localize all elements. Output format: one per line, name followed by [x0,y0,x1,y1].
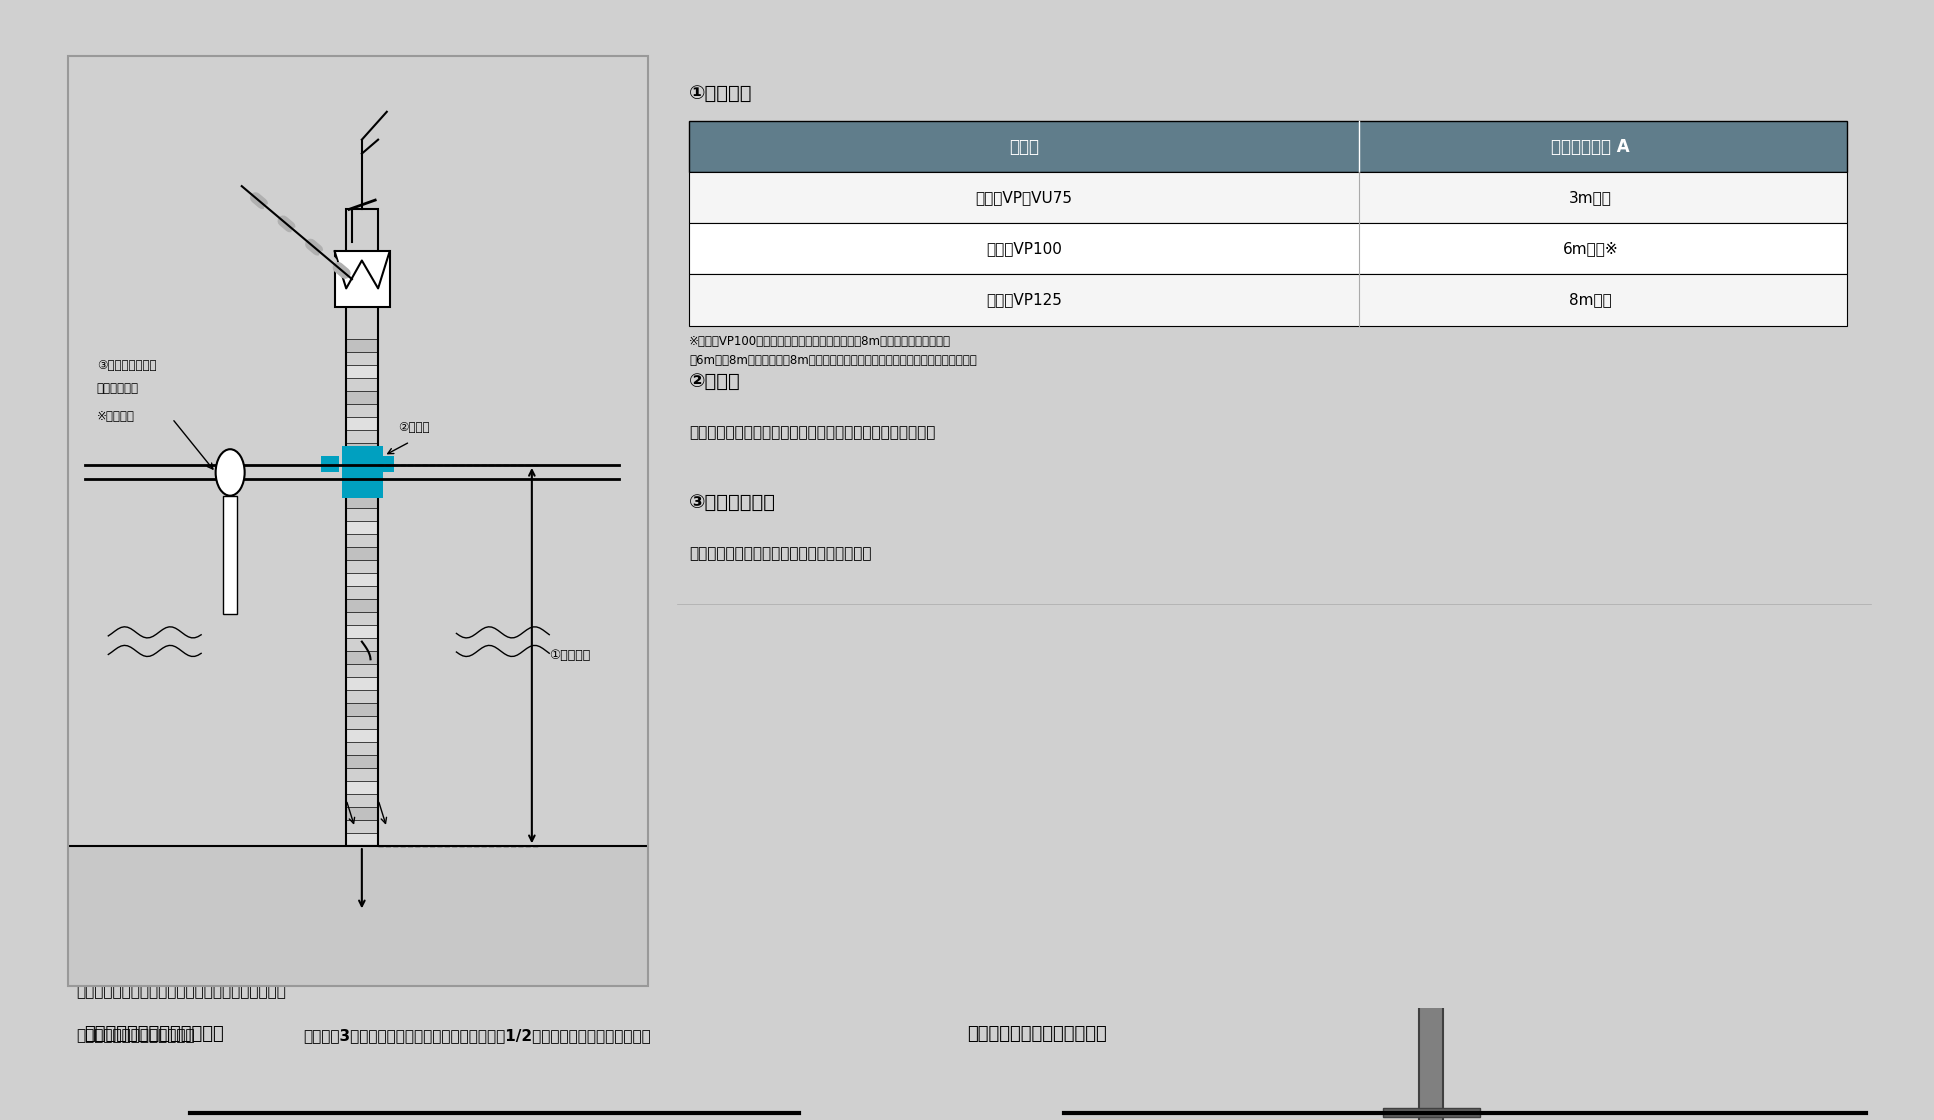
Bar [346,521,379,534]
Bar [346,547,379,560]
Text: 貫通管にたてといを通して庇軒といを貫通させてください: 貫通管にたてといを通して庇軒といを貫通させてください [689,424,936,440]
Bar [346,625,379,638]
Bar [68,847,648,986]
Text: 高排水VP125: 高排水VP125 [986,292,1062,308]
Text: 6m以上※: 6m以上※ [1563,242,1619,256]
Text: サイズ: サイズ [1010,138,1039,156]
Text: ※通常排水: ※通常排水 [97,410,135,423]
Bar [1420,961,1443,1120]
Bar [346,599,379,612]
Text: ②貫通管: ②貫通管 [398,421,429,435]
Text: たてとい長さ A: たてとい長さ A [1551,138,1630,156]
Text: 高排水VP・VU75: 高排水VP・VU75 [975,190,1073,205]
Bar [346,781,379,794]
Bar [342,447,383,497]
Text: ③庇軒とい排水用: ③庇軒とい排水用 [97,360,157,372]
Bar [346,391,379,403]
Bar [346,417,379,430]
Bar [377,456,395,473]
Text: ③庇軒とい排水: ③庇軒とい排水 [689,493,776,512]
Text: 貫通管の上流側では軒とい内の水位が上昇します。: 貫通管の上流側では軒とい内の水位が上昇します。 [77,983,286,999]
Bar [346,442,379,456]
Bar [346,808,379,820]
Text: 高排水VP100: 高排水VP100 [986,242,1062,256]
Bar [346,833,379,847]
Text: 庇軒といの排水能力計算時は: 庇軒といの排水能力計算時は [77,1028,195,1044]
Bar [689,172,1847,223]
Text: 3m以上: 3m以上 [1568,190,1613,205]
Circle shape [217,449,244,496]
Bar [346,209,379,847]
Text: ②貫通管: ②貫通管 [689,372,741,391]
Bar [346,703,379,716]
Bar [346,365,379,377]
Text: 主管とは別に通常排水で排水してください: 主管とは別に通常排水で排水してください [689,545,872,561]
Bar [346,572,379,586]
Bar [346,651,379,664]
Bar [346,676,379,690]
Bar [346,338,379,352]
Text: 貫通管無しの流れのイメージ: 貫通管無しの流れのイメージ [83,1025,224,1043]
Text: 自在ドレン: 自在ドレン [97,382,139,395]
Text: ①主管長さ: ①主管長さ [689,84,752,103]
Bar [689,121,1847,172]
Text: ※高排水VP100で、十分な排水能力を得るには、8m以上にしてください。
（6m以上8m未満の場合は8m以上のときに比べて排水能力が少し低くなります。）: ※高排水VP100で、十分な排水能力を得るには、8m以上にしてください。 （6m… [689,335,977,367]
Bar [321,456,338,473]
Text: 貫通管有りの流れのイメージ: 貫通管有りの流れのイメージ [967,1025,1106,1043]
Bar [346,469,379,482]
Text: 8m以上: 8m以上 [1568,292,1613,308]
Bar [1383,1109,1480,1117]
Bar [346,729,379,743]
Bar [222,496,238,614]
Bar [346,495,379,507]
Text: ①主管長さ: ①主管長さ [549,650,590,662]
Bar [335,251,389,307]
Bar [346,755,379,768]
Text: 安全率を3として（庇軒といの排水能力を従来の1/2として）計算してください。: 安全率を3として（庇軒といの排水能力を従来の1/2として）計算してください。 [304,1028,652,1044]
Bar [689,223,1847,274]
Bar [689,274,1847,326]
